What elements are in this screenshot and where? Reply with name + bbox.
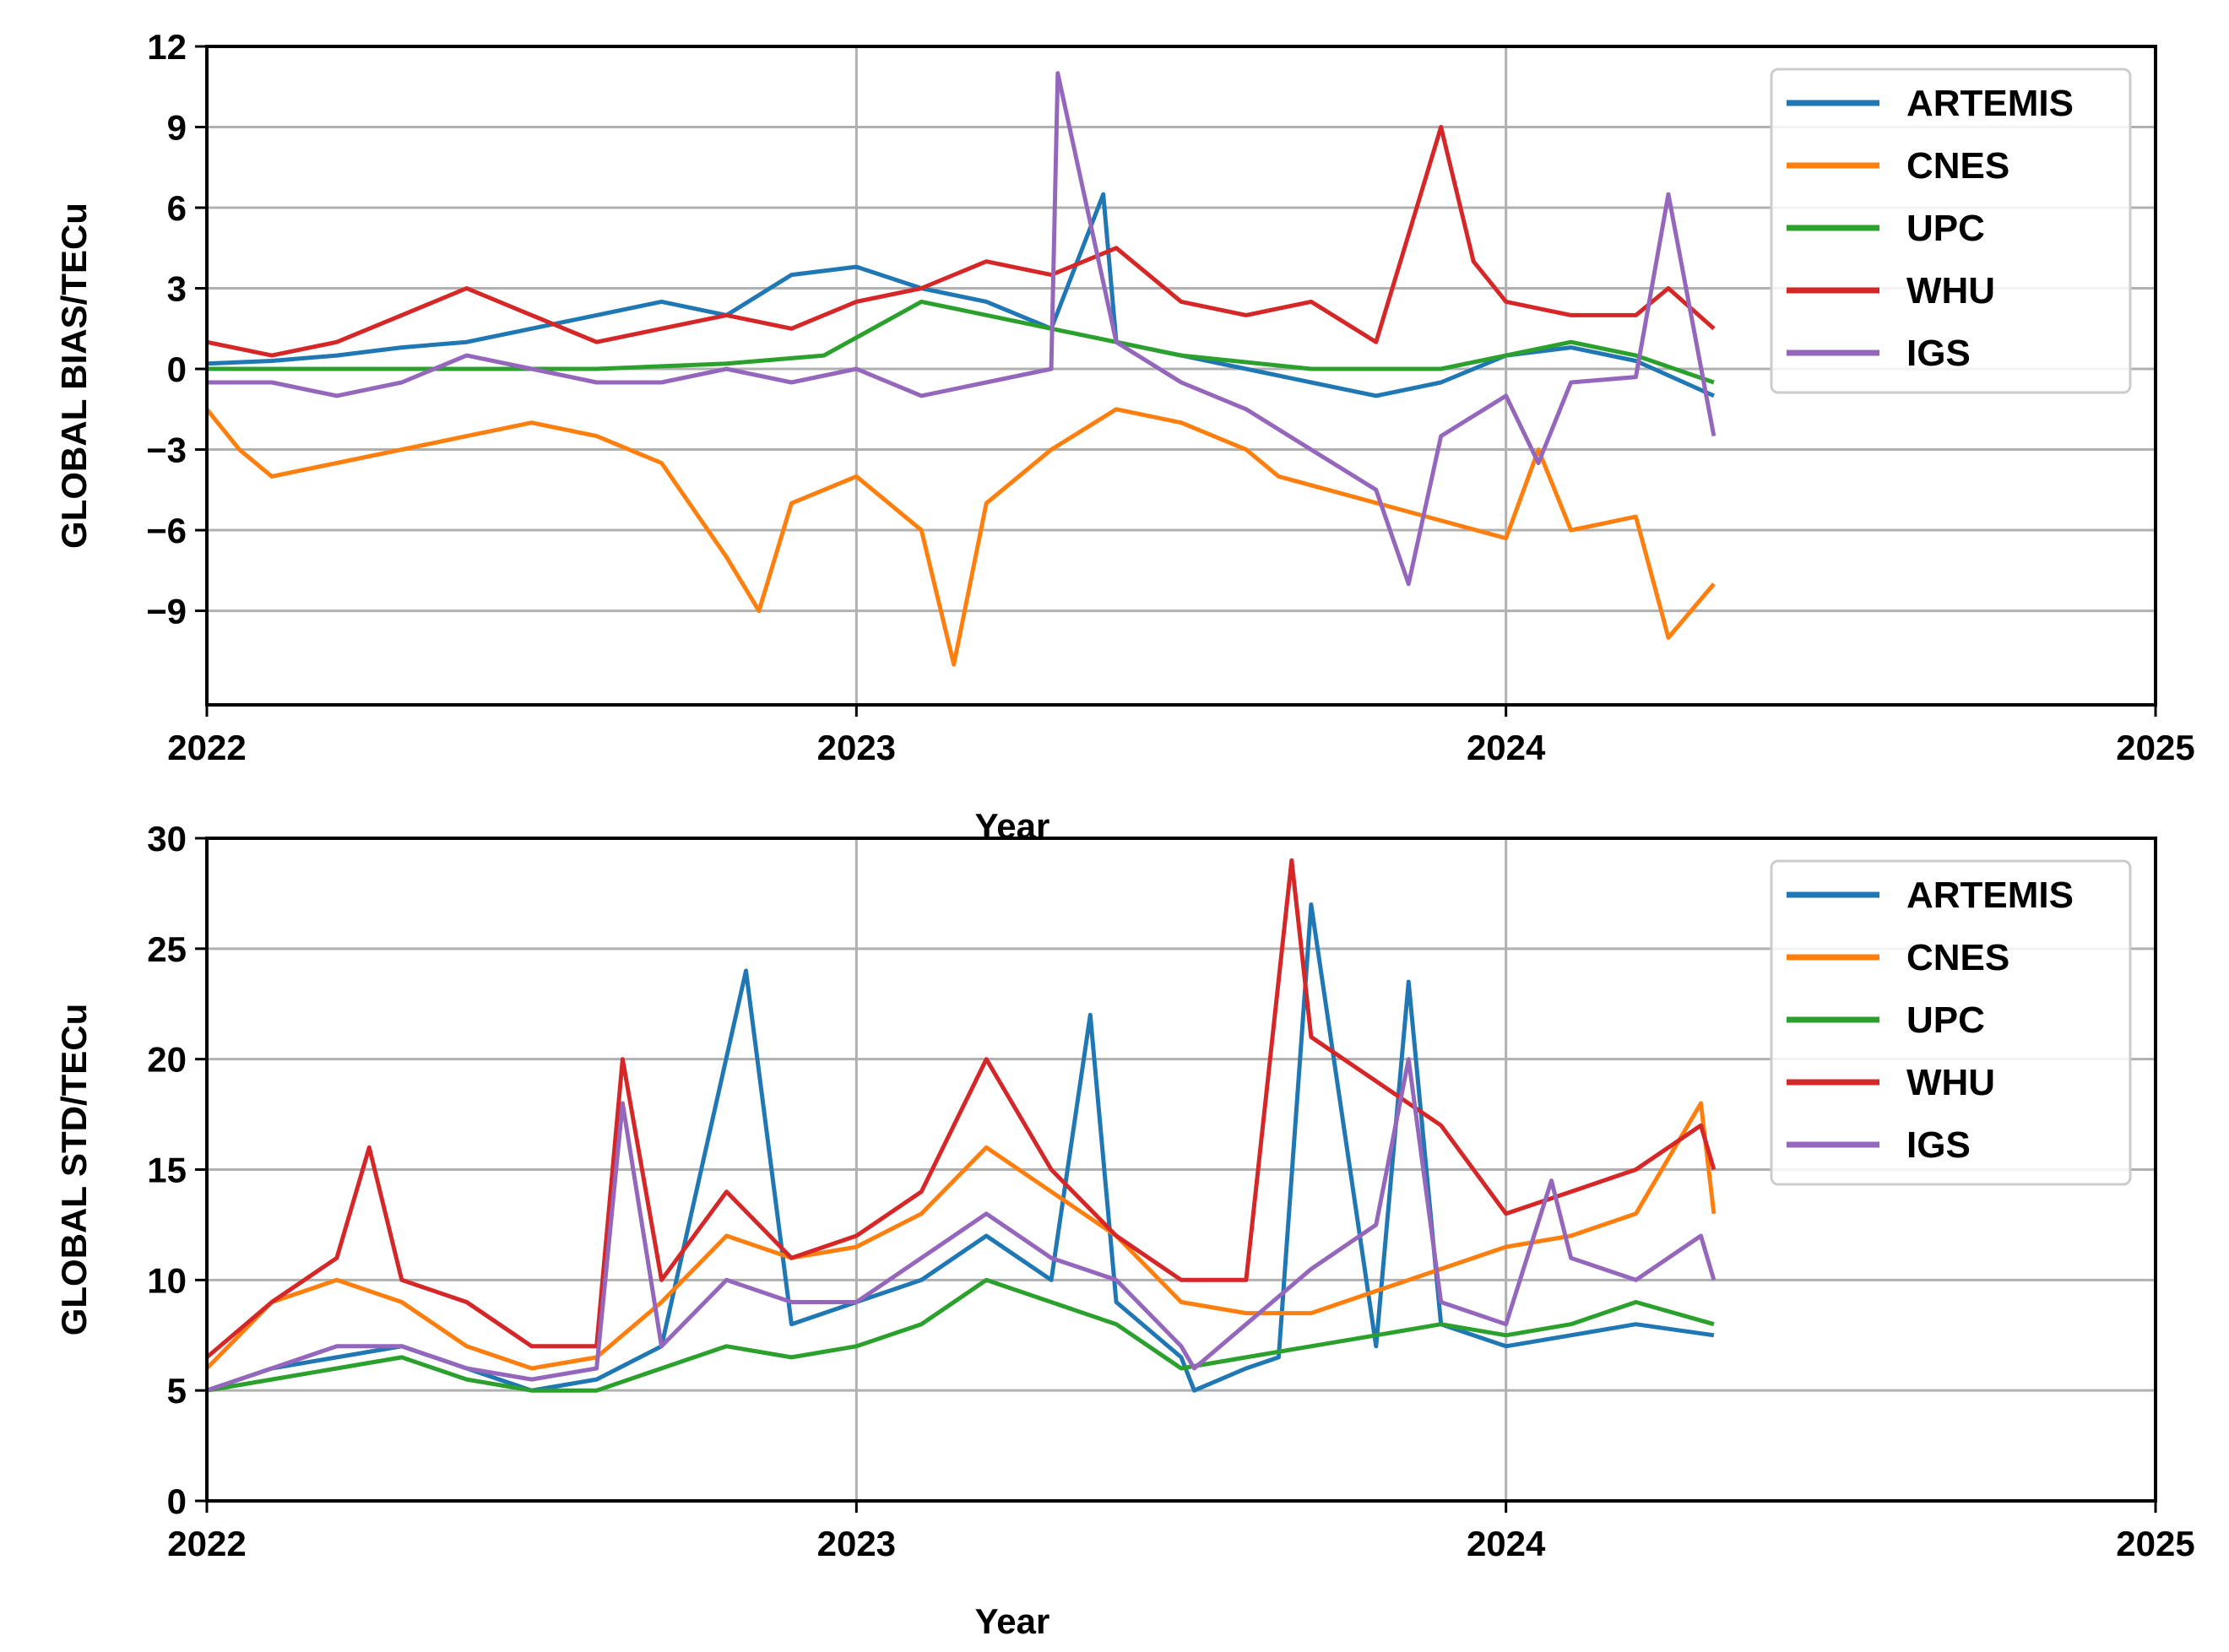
y-tick-label: 12 [147, 27, 187, 67]
x-tick-label: 2023 [817, 1524, 896, 1563]
legend-label-upc: UPC [1906, 208, 1985, 249]
series-line-igs [207, 1057, 1716, 1393]
x-tick-label: 2024 [1467, 1524, 1546, 1563]
series-line-cnes [207, 1101, 1716, 1371]
series-group [207, 71, 1716, 667]
legend-label-whu: WHU [1906, 1062, 1995, 1103]
x-tick-label: 2025 [2116, 1524, 2194, 1563]
y-tick-label: 0 [167, 349, 187, 389]
y-tick-label: −3 [146, 431, 187, 470]
series-group [207, 858, 1716, 1393]
legend-label-artemis: ARTEMIS [1906, 83, 2074, 124]
y-tick-label: 20 [147, 1040, 187, 1080]
legend-label-whu: WHU [1906, 270, 1995, 311]
y-axis-label: GLOBAL BIAS/TECu [54, 203, 94, 549]
legend-label-artemis: ARTEMIS [1906, 875, 2074, 916]
y-tick-label: 10 [147, 1260, 187, 1300]
x-tick-label: 2025 [2116, 728, 2194, 767]
y-tick-label: 5 [167, 1371, 187, 1411]
legend-label-upc: UPC [1906, 999, 1985, 1041]
legend-label-cnes: CNES [1906, 145, 2009, 187]
legend-frame [1770, 859, 2132, 1186]
y-tick-label: 25 [147, 929, 187, 969]
legend-label-igs: IGS [1906, 1124, 1971, 1166]
y-tick-label: 3 [167, 269, 187, 309]
y-tick-label: −9 [146, 592, 187, 631]
legend-label-igs: IGS [1906, 333, 1971, 374]
y-tick-label: −6 [146, 511, 187, 550]
axes-frame [205, 45, 2157, 707]
y-tick-label: 9 [167, 108, 187, 148]
series-line-upc [207, 1277, 1715, 1393]
series-line-whu [207, 858, 1716, 1359]
legend: ARTEMIS CNES UPC WHU IGS [1770, 68, 2132, 394]
y-tick-label: 6 [167, 188, 187, 228]
series-line-whu [207, 125, 1716, 358]
series-line-cnes [207, 407, 1716, 667]
x-tick-label: 2022 [167, 728, 246, 767]
legend-label-cnes: CNES [1906, 937, 2009, 978]
legend: ARTEMIS CNES UPC WHU IGS [1770, 859, 2132, 1186]
y-tick-label: 30 [147, 819, 187, 858]
series-line-artemis [207, 902, 1715, 1393]
x-tick-label: 2023 [817, 728, 896, 767]
series-line-igs [207, 71, 1716, 587]
x-tick-label: 2024 [1467, 728, 1546, 767]
x-tick-label: 2022 [167, 1524, 246, 1563]
x-axis-label: Year [975, 1601, 1050, 1641]
y-tick-label: 15 [147, 1151, 187, 1190]
y-axis-label: GLOBAL STD/TECu [54, 1004, 94, 1336]
series-line-artemis [207, 192, 1715, 398]
y-tick-label: 0 [167, 1481, 187, 1521]
legend-frame [1770, 68, 2132, 394]
